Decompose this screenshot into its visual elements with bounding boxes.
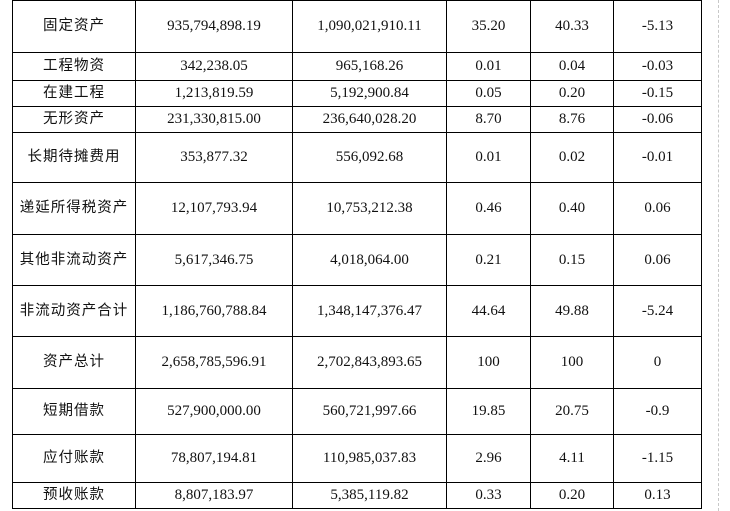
percent-cell: 49.88	[530, 285, 614, 337]
row-label: 固定资产	[12, 0, 136, 53]
value-cell: 1,348,147,376.47	[292, 285, 447, 337]
table-row: 无形资产 231,330,815.00 236,640,028.20 8.70 …	[12, 106, 702, 133]
value-cell: 527,900,000.00	[135, 388, 293, 435]
value-cell: 236,640,028.20	[292, 106, 447, 133]
value-cell: 353,877.32	[135, 132, 293, 183]
percent-cell: 8.70	[446, 106, 531, 133]
row-label: 预收账款	[12, 482, 136, 509]
percent-cell: 0.04	[530, 52, 614, 81]
change-cell: 0.06	[613, 182, 702, 235]
percent-cell: 0.02	[530, 132, 614, 183]
value-cell: 556,092.68	[292, 132, 447, 183]
balance-sheet-table: 固定资产 935,794,898.19 1,090,021,910.11 35.…	[12, 0, 702, 509]
value-cell: 8,807,183.97	[135, 482, 293, 509]
table-row: 预收账款 8,807,183.97 5,385,119.82 0.33 0.20…	[12, 482, 702, 509]
value-cell: 12,107,793.94	[135, 182, 293, 235]
table-row: 其他非流动资产 5,617,346.75 4,018,064.00 0.21 0…	[12, 234, 702, 286]
change-cell: -5.13	[613, 0, 702, 53]
percent-cell: 44.64	[446, 285, 531, 337]
percent-cell: 0.46	[446, 182, 531, 235]
value-cell: 1,213,819.59	[135, 80, 293, 107]
value-cell: 2,702,843,893.65	[292, 336, 447, 389]
page-edge-divider	[718, 0, 719, 511]
table-row: 非流动资产合计 1,186,760,788.84 1,348,147,376.4…	[12, 285, 702, 337]
value-cell: 935,794,898.19	[135, 0, 293, 53]
table-row: 递延所得税资产 12,107,793.94 10,753,212.38 0.46…	[12, 182, 702, 235]
change-cell: 0.13	[613, 482, 702, 509]
row-label: 资产总计	[12, 336, 136, 389]
change-cell: 0.06	[613, 234, 702, 286]
value-cell: 5,617,346.75	[135, 234, 293, 286]
value-cell: 231,330,815.00	[135, 106, 293, 133]
value-cell: 965,168.26	[292, 52, 447, 81]
value-cell: 1,186,760,788.84	[135, 285, 293, 337]
table-row: 工程物资 342,238.05 965,168.26 0.01 0.04 -0.…	[12, 52, 702, 81]
percent-cell: 0.21	[446, 234, 531, 286]
percent-cell: 35.20	[446, 0, 531, 53]
change-cell: -0.15	[613, 80, 702, 107]
percent-cell: 0.01	[446, 132, 531, 183]
percent-cell: 0.15	[530, 234, 614, 286]
value-cell: 342,238.05	[135, 52, 293, 81]
percent-cell: 100	[530, 336, 614, 389]
percent-cell: 0.40	[530, 182, 614, 235]
row-label: 其他非流动资产	[12, 234, 136, 286]
value-cell: 2,658,785,596.91	[135, 336, 293, 389]
percent-cell: 8.76	[530, 106, 614, 133]
change-cell: -1.15	[613, 434, 702, 483]
value-cell: 5,192,900.84	[292, 80, 447, 107]
value-cell: 5,385,119.82	[292, 482, 447, 509]
table-row: 在建工程 1,213,819.59 5,192,900.84 0.05 0.20…	[12, 80, 702, 107]
percent-cell: 0.33	[446, 482, 531, 509]
percent-cell: 2.96	[446, 434, 531, 483]
value-cell: 560,721,997.66	[292, 388, 447, 435]
value-cell: 78,807,194.81	[135, 434, 293, 483]
change-cell: -5.24	[613, 285, 702, 337]
value-cell: 110,985,037.83	[292, 434, 447, 483]
table-row: 应付账款 78,807,194.81 110,985,037.83 2.96 4…	[12, 434, 702, 483]
table-row: 短期借款 527,900,000.00 560,721,997.66 19.85…	[12, 388, 702, 435]
percent-cell: 19.85	[446, 388, 531, 435]
percent-cell: 0.20	[530, 80, 614, 107]
row-label: 在建工程	[12, 80, 136, 107]
value-cell: 1,090,021,910.11	[292, 0, 447, 53]
row-label: 非流动资产合计	[12, 285, 136, 337]
percent-cell: 40.33	[530, 0, 614, 53]
value-cell: 4,018,064.00	[292, 234, 447, 286]
change-cell: -0.01	[613, 132, 702, 183]
table-row: 资产总计 2,658,785,596.91 2,702,843,893.65 1…	[12, 336, 702, 389]
row-label: 长期待摊费用	[12, 132, 136, 183]
percent-cell: 0.05	[446, 80, 531, 107]
row-label: 递延所得税资产	[12, 182, 136, 235]
percent-cell: 0.20	[530, 482, 614, 509]
table-row: 长期待摊费用 353,877.32 556,092.68 0.01 0.02 -…	[12, 132, 702, 183]
percent-cell: 4.11	[530, 434, 614, 483]
percent-cell: 100	[446, 336, 531, 389]
percent-cell: 20.75	[530, 388, 614, 435]
change-cell: 0	[613, 336, 702, 389]
row-label: 工程物资	[12, 52, 136, 81]
row-label: 应付账款	[12, 434, 136, 483]
percent-cell: 0.01	[446, 52, 531, 81]
change-cell: -0.03	[613, 52, 702, 81]
row-label: 无形资产	[12, 106, 136, 133]
row-label: 短期借款	[12, 388, 136, 435]
change-cell: -0.9	[613, 388, 702, 435]
value-cell: 10,753,212.38	[292, 182, 447, 235]
change-cell: -0.06	[613, 106, 702, 133]
table-row: 固定资产 935,794,898.19 1,090,021,910.11 35.…	[12, 0, 702, 53]
